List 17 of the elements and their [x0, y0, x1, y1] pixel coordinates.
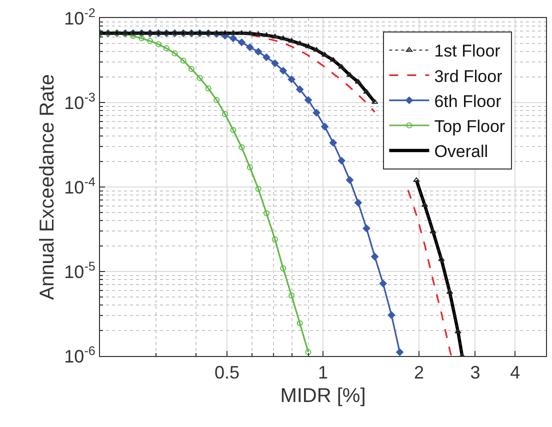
y-tick-label: 10$^{-5}$ — [64, 259, 96, 282]
x-tick-label: 2 — [414, 362, 424, 383]
x-tick-label: 4 — [510, 362, 520, 383]
y-axis-title: Annual Exceedance Rate — [36, 74, 59, 300]
legend-label: Top Floor — [434, 117, 506, 136]
y-tick-label: 10$^{-3}$ — [64, 90, 96, 113]
legend-label: 1st Floor — [434, 42, 501, 61]
legend-label: 3rd Floor — [434, 66, 503, 86]
y-tick-label: 10$^{-2}$ — [64, 6, 96, 28]
x-tick-label: 3 — [470, 362, 480, 383]
x-tick-label: 1 — [318, 362, 328, 383]
y-tick-label: 10$^{-6}$ — [64, 344, 96, 366]
y-tick-label: 10$^{-4}$ — [64, 174, 96, 198]
legend-label: Overall — [434, 142, 488, 162]
x-axis-title: MIDR [%] — [280, 385, 366, 408]
legend-label: 6th Floor — [434, 92, 502, 111]
x-tick-label: 0.5 — [214, 362, 240, 383]
